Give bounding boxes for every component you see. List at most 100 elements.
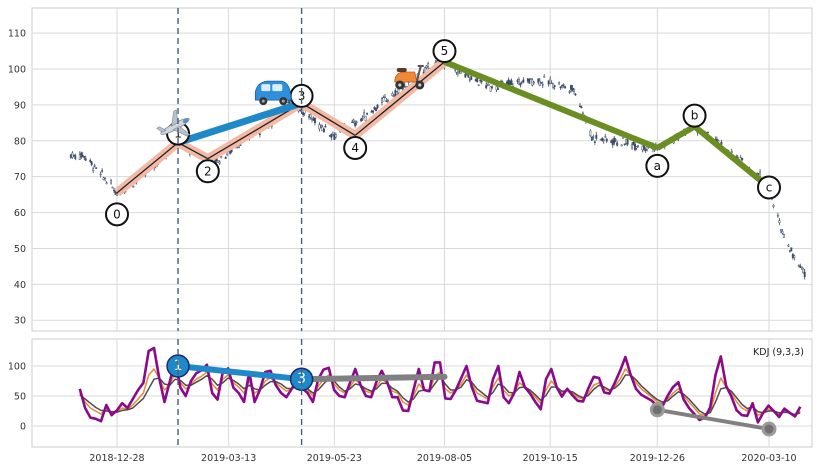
candlestick [361,115,364,122]
svg-text:a: a [654,159,661,173]
candlestick [529,78,532,80]
candlestick [376,104,379,110]
candlestick [550,80,553,84]
price-y-tick-label: 40 [14,280,26,291]
candlestick [790,247,793,252]
candlestick [468,76,471,83]
candlestick [217,160,220,164]
kdj-connectors [175,363,771,431]
kdj-y-tick-labels: 0 50 100 [8,362,26,433]
candlestick [488,84,491,86]
x-tick-label: 2018-12-28 [89,453,144,464]
kdj-indicator-label: KDJ (9,3,3) [753,347,804,358]
candlestick [614,137,617,143]
candlestick [558,81,561,86]
impulse-wave-line [354,61,445,136]
price-y-tick-label: 90 [14,100,26,111]
candlestick [366,112,369,116]
candlestick [778,217,781,226]
kdj-connector [655,407,771,431]
candlestick [797,264,800,268]
candlestick [510,78,513,85]
candlestick [541,81,544,89]
candlestick [803,269,806,280]
candlestick [540,81,543,84]
candlestick [334,132,337,139]
x-tick-label: 2020-03-10 [741,453,796,464]
candlestick [645,146,648,152]
candlestick [95,166,98,169]
candlestick [92,166,95,173]
candlestick [631,142,634,150]
airplane-icon [156,109,191,137]
candlestick [616,140,619,147]
price-y-tick-label: 110 [8,29,26,40]
candlestick [220,156,223,159]
candlestick [392,94,395,98]
wave-label-2: 2 [195,159,220,184]
candlestick [776,212,779,218]
impulse-wave-line [207,102,302,160]
candlestick [110,178,112,185]
price-y-tick-label: 30 [14,316,26,327]
candlestick [602,138,605,144]
candlestick [355,120,358,126]
candlestick [113,187,115,193]
candlestick [532,80,535,85]
candlestick [635,146,638,151]
candlestick [477,84,480,87]
price-y-tick-label: 100 [8,65,26,76]
wave-label-5: 5 [432,39,457,64]
price-y-tick-label: 80 [14,136,26,147]
correction-wave-line [443,59,659,151]
candlestick [561,84,564,89]
candlestick [781,228,784,235]
svg-text:c: c [766,180,773,194]
candlestick [360,117,363,122]
candlestick [543,74,546,78]
candlestick [637,144,639,148]
kdj-point [761,421,777,437]
candlestick [80,151,83,160]
candlestick [568,90,571,95]
svg-text:0: 0 [113,207,121,221]
candlestick [81,152,84,158]
candlestick [93,163,96,168]
candlestick [599,138,602,141]
candlestick [802,267,805,274]
candlestick [497,86,500,90]
x-tick-label: 2019-10-15 [523,453,578,464]
wave-label-b: b [682,103,707,128]
wave-label-c: c [757,175,781,200]
scooter-icon [394,64,425,90]
elliott-wave-lines [114,58,771,197]
candlestick [319,124,322,129]
candlestick [528,78,531,84]
candlestick [549,76,552,85]
candlestick [456,71,459,77]
candlestick [573,87,575,95]
candlestick [74,153,77,161]
kdj-y-tick-label: 0 [20,422,26,433]
candlestick [89,158,92,163]
candlestick [427,61,430,70]
price-grid [32,8,812,331]
candlestick [626,137,629,147]
kdj-point-1: 1 [166,354,190,378]
candlestick [224,156,227,159]
candlestick [741,157,744,162]
svg-text:4: 4 [351,141,359,155]
candlestick [302,112,305,117]
price-plot-area [31,7,813,332]
candlestick [104,177,107,182]
candlestick [707,131,709,134]
correction-wave-line [692,124,771,190]
vertical-reference-lines [177,8,303,447]
candlestick [580,105,583,109]
candlestick [519,82,522,88]
candlestick [537,77,540,85]
candlestick [522,77,525,84]
candlestick [375,107,377,112]
candlestick [632,140,635,146]
impulse-wave-line [116,142,179,194]
